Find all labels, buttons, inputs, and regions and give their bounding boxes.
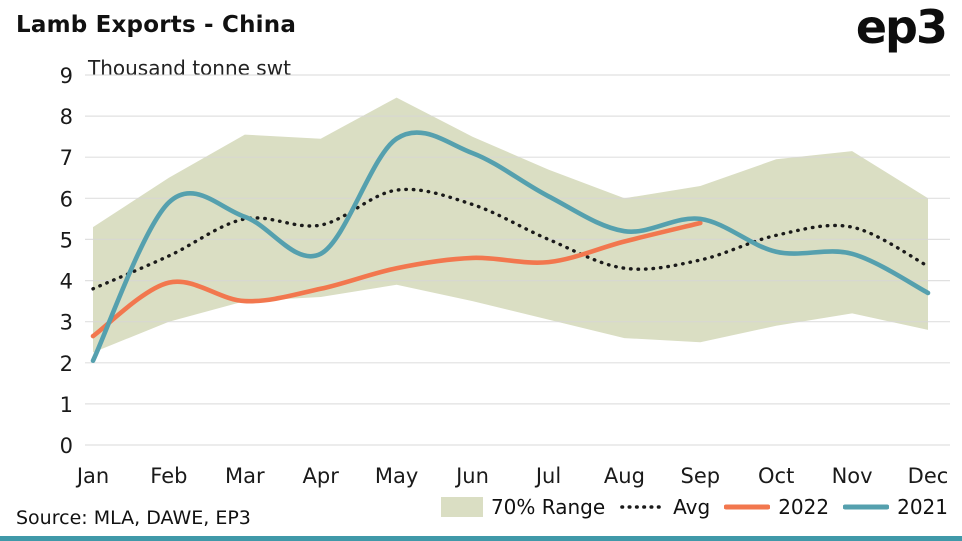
legend-item-2021: 2021	[843, 495, 948, 519]
legend-item-2022: 2022	[724, 495, 829, 519]
svg-text:Jan: Jan	[75, 464, 109, 488]
svg-text:7: 7	[60, 146, 73, 170]
svg-text:6: 6	[60, 187, 73, 211]
legend-item-range: 70% Range	[440, 495, 606, 519]
ep3-logo: ep3	[855, 0, 948, 54]
solid-line-icon-2022	[724, 504, 771, 510]
axis-unit-label: Thousand tonne swt	[88, 56, 291, 80]
dotted-line-icon	[620, 505, 664, 509]
svg-text:Jul: Jul	[534, 464, 561, 488]
svg-text:2: 2	[60, 352, 73, 376]
legend-item-avg: Avg	[619, 495, 710, 519]
svg-text:Apr: Apr	[303, 464, 340, 488]
svg-text:Sep: Sep	[681, 464, 721, 488]
source-note: Source: MLA, DAWE, EP3	[16, 507, 251, 529]
svg-text:8: 8	[60, 105, 73, 129]
chart-title: Lamb Exports - China	[16, 12, 297, 38]
line-chart: 0 1 2 3 4 5 6 7 8 9 Jan Feb Mar Apr May Jun Jul Aug Sep Oct…	[60, 64, 950, 488]
svg-text:3: 3	[60, 311, 73, 335]
range-swatch	[440, 497, 483, 517]
svg-text:Nov: Nov	[832, 464, 873, 488]
svg-text:May: May	[375, 464, 418, 488]
svg-text:Mar: Mar	[225, 464, 265, 488]
legend-label-2022: 2022	[778, 495, 830, 519]
legend-label-avg: Avg	[673, 495, 711, 519]
svg-text:9: 9	[60, 64, 73, 88]
svg-text:Oct: Oct	[758, 464, 794, 488]
solid-line-icon-2021	[843, 504, 890, 510]
svg-text:Dec: Dec	[908, 464, 949, 488]
legend-label-2021: 2021	[897, 495, 948, 519]
svg-text:Jun: Jun	[454, 464, 489, 488]
svg-text:Feb: Feb	[150, 464, 187, 488]
legend-label-range: 70% Range	[490, 495, 606, 519]
svg-text:1: 1	[60, 393, 73, 417]
chart-legend: 70% Range Avg 2022 2021	[440, 495, 948, 519]
svg-text:Aug: Aug	[604, 464, 645, 488]
svg-text:4: 4	[60, 270, 73, 294]
svg-text:5: 5	[60, 228, 73, 252]
svg-text:0: 0	[60, 434, 73, 458]
accent-bottom-bar	[0, 536, 962, 541]
